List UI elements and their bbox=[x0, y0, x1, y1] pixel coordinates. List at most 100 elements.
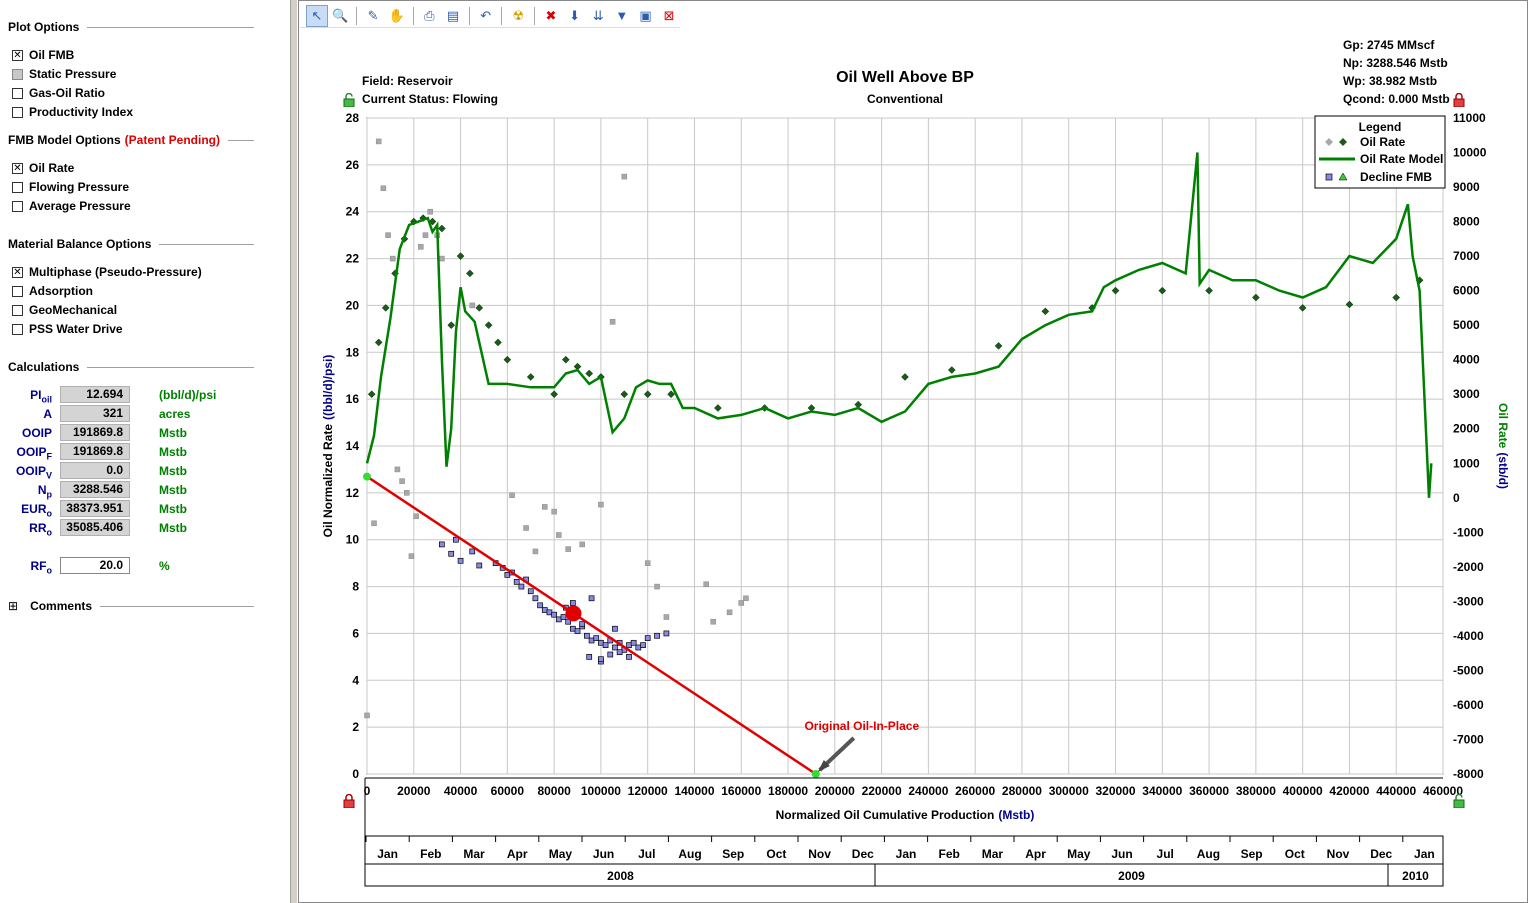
unlock-icon[interactable] bbox=[343, 93, 355, 107]
fmb-data-point[interactable] bbox=[579, 621, 586, 627]
grey-data-point[interactable] bbox=[408, 553, 415, 559]
grey-data-point[interactable] bbox=[439, 255, 445, 262]
fmb-data-point[interactable] bbox=[541, 607, 548, 613]
oil-rate-point[interactable] bbox=[466, 269, 474, 278]
fmb-data-point[interactable] bbox=[453, 536, 459, 543]
fmb-data-point[interactable] bbox=[439, 541, 445, 548]
grey-data-point[interactable] bbox=[598, 501, 604, 508]
grey-data-point[interactable] bbox=[427, 208, 433, 215]
oil-rate-point[interactable] bbox=[714, 404, 722, 412]
fmb-data-point[interactable] bbox=[588, 637, 595, 644]
panel-splitter[interactable] bbox=[290, 0, 298, 903]
fmb-data-point[interactable] bbox=[569, 625, 576, 632]
fmb-data-point[interactable] bbox=[532, 595, 539, 602]
fmb-data-point[interactable] bbox=[598, 639, 604, 646]
pointer-icon[interactable]: ↖ bbox=[306, 4, 328, 27]
expand-icon[interactable]: ⊞ bbox=[8, 599, 19, 613]
lock-icon[interactable] bbox=[343, 794, 355, 808]
fmb-data-point[interactable] bbox=[574, 628, 581, 634]
fmb-data-point[interactable] bbox=[663, 630, 670, 637]
fmb-data-point[interactable] bbox=[635, 644, 642, 651]
fmb-data-point[interactable] bbox=[598, 656, 604, 663]
grey-data-point[interactable] bbox=[621, 173, 628, 180]
oil-rate-point[interactable] bbox=[643, 390, 652, 399]
lock-icon[interactable] bbox=[1453, 93, 1465, 107]
fmb-data-point[interactable] bbox=[476, 562, 483, 569]
gas-oil-ratio-checkbox[interactable]: Gas-Oil Ratio bbox=[12, 85, 105, 101]
grey-data-point[interactable] bbox=[565, 546, 571, 552]
fmb-data-point[interactable] bbox=[537, 602, 543, 609]
oil-rate-point[interactable] bbox=[494, 338, 502, 347]
oil-rate-point[interactable] bbox=[1158, 286, 1167, 295]
grey-data-point[interactable] bbox=[413, 513, 419, 520]
fmb-line-start-handle[interactable] bbox=[363, 472, 371, 481]
grey-data-point[interactable] bbox=[469, 302, 476, 309]
fmb-data-point[interactable] bbox=[612, 625, 618, 632]
fmb-data-point[interactable] bbox=[616, 649, 623, 656]
grey-data-point[interactable] bbox=[389, 255, 396, 262]
oil-rate-point[interactable] bbox=[456, 252, 465, 260]
fmb-data-point[interactable] bbox=[560, 614, 567, 620]
oil-rate-point[interactable] bbox=[994, 342, 1003, 350]
fmb-data-point[interactable] bbox=[546, 609, 553, 616]
oil-rate-point[interactable] bbox=[1041, 307, 1050, 316]
oil-rate-point[interactable] bbox=[947, 366, 956, 374]
grey-data-point[interactable] bbox=[399, 478, 405, 484]
oil-rate-point[interactable] bbox=[503, 355, 512, 364]
adsorption-checkbox[interactable]: Adsorption bbox=[12, 283, 93, 299]
print-preview-icon[interactable]: ▤ bbox=[446, 7, 460, 23]
fmb-data-point[interactable] bbox=[518, 583, 525, 590]
checkbox-checked-icon[interactable]: ✕ bbox=[12, 162, 23, 174]
oil-rate-point[interactable] bbox=[585, 369, 594, 378]
grey-data-point[interactable] bbox=[703, 581, 709, 587]
clear-select-icon[interactable]: ⊠ bbox=[663, 7, 675, 23]
grey-data-point[interactable] bbox=[404, 490, 410, 496]
comments-header[interactable]: ⊞ Comments bbox=[8, 598, 254, 614]
oil-rate-point[interactable] bbox=[447, 321, 456, 330]
oil-rate-point[interactable] bbox=[550, 390, 558, 399]
checkbox-unchecked-icon[interactable] bbox=[12, 106, 23, 118]
fmb-data-point[interactable] bbox=[612, 644, 618, 651]
arrows-down-icon[interactable]: ⇊ bbox=[592, 7, 604, 23]
oil-rate-checkbox[interactable]: ✕ Oil Rate bbox=[12, 160, 74, 176]
oil-rate-point[interactable] bbox=[484, 321, 493, 330]
fmb-data-point[interactable] bbox=[586, 654, 593, 660]
grey-data-point[interactable] bbox=[523, 525, 529, 531]
fmb-data-point[interactable] bbox=[593, 635, 600, 641]
grey-data-point[interactable] bbox=[375, 138, 382, 145]
grey-data-point[interactable] bbox=[654, 583, 660, 590]
oil-rate-point[interactable] bbox=[1298, 304, 1307, 312]
pss-water-drive-checkbox[interactable]: PSS Water Drive bbox=[12, 321, 123, 337]
oil-rate-point[interactable] bbox=[381, 304, 390, 312]
fmb-data-point[interactable] bbox=[584, 632, 590, 639]
fmb-data-point[interactable] bbox=[654, 632, 660, 639]
oil-rate-point[interactable] bbox=[667, 390, 675, 399]
oil-rate-point[interactable] bbox=[1252, 293, 1260, 302]
oil-rate-model-line[interactable] bbox=[365, 152, 1433, 498]
fmb-data-point[interactable] bbox=[626, 642, 632, 648]
grey-data-point[interactable] bbox=[509, 492, 515, 498]
checkbox-unchecked-icon[interactable] bbox=[12, 200, 23, 212]
productivity-index-checkbox[interactable]: Productivity Index bbox=[12, 104, 133, 120]
oil-rate-point[interactable] bbox=[1392, 293, 1401, 302]
checkbox-disabled-icon[interactable] bbox=[12, 68, 23, 80]
print-icon[interactable]: ⎙ bbox=[424, 7, 435, 23]
grey-data-point[interactable] bbox=[380, 185, 387, 192]
radiation-icon[interactable]: ☢ bbox=[512, 7, 525, 23]
fmb-data-point[interactable] bbox=[644, 635, 651, 641]
grey-data-point[interactable] bbox=[644, 560, 651, 566]
delete-points-icon[interactable]: ✖ bbox=[545, 7, 557, 23]
oil-rate-point[interactable] bbox=[1111, 286, 1120, 295]
oil-rate-point[interactable] bbox=[901, 373, 909, 381]
oil-rate-point[interactable] bbox=[367, 390, 376, 399]
fmb-data-point[interactable] bbox=[513, 579, 520, 585]
fmb-data-point[interactable] bbox=[555, 616, 562, 623]
fmb-data-point[interactable] bbox=[527, 588, 534, 595]
oil-rate-point[interactable] bbox=[1345, 300, 1354, 309]
fmb-data-point[interactable] bbox=[469, 548, 476, 555]
oil-fmb-checkbox[interactable]: ✕ Oil FMB bbox=[12, 47, 74, 63]
filter-icon[interactable]: ▼ bbox=[615, 8, 629, 23]
pan-hand-icon[interactable]: ✎ bbox=[367, 7, 379, 23]
fmb-data-point[interactable] bbox=[504, 572, 511, 578]
checkbox-unchecked-icon[interactable] bbox=[12, 304, 23, 316]
